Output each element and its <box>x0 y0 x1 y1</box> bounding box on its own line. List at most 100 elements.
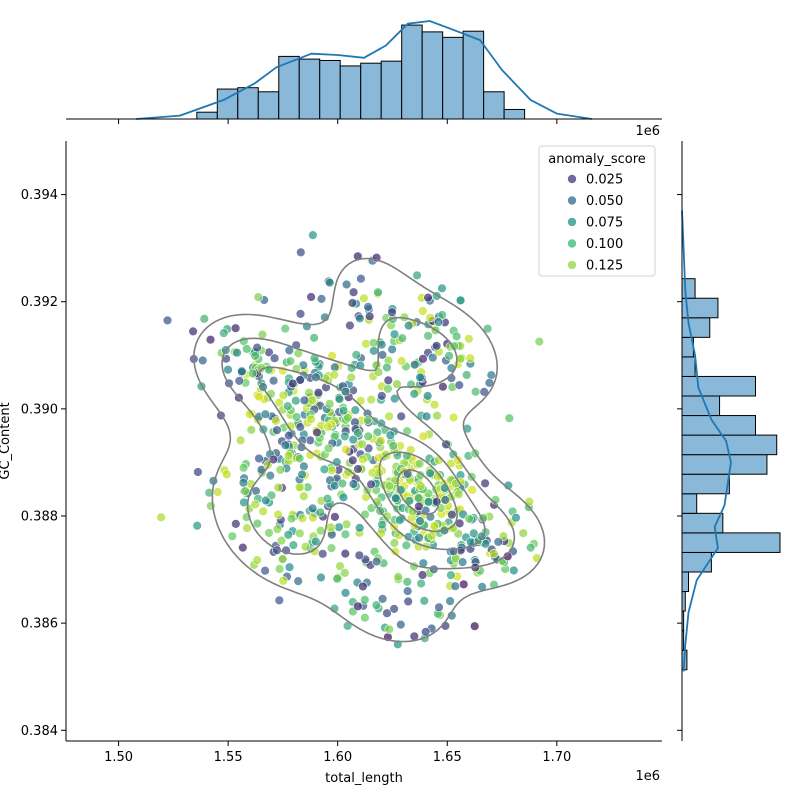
scatter-point <box>438 382 448 392</box>
scatter-point <box>372 556 382 567</box>
scatter-point <box>448 546 459 556</box>
legend-title: anomaly_score <box>548 152 646 167</box>
scatter-point <box>455 295 466 305</box>
scatter-point <box>280 440 291 450</box>
scatter-point <box>257 329 268 340</box>
x-tick-label: 1.70 <box>542 750 571 765</box>
scatter-point <box>335 561 345 571</box>
x-kde-curve <box>136 20 593 120</box>
scatter-point <box>391 493 401 503</box>
scatter-point <box>156 512 166 522</box>
scatter-point <box>343 413 353 423</box>
kde-contour-line <box>378 451 458 533</box>
scatter-point <box>437 283 447 293</box>
scatter-point <box>318 549 328 559</box>
scatter-point <box>285 356 296 366</box>
scatter-point <box>366 394 376 405</box>
kde-contours <box>193 257 546 643</box>
scatter-point <box>401 540 411 551</box>
legend-marker <box>567 217 577 227</box>
scatter-point <box>371 600 382 610</box>
scatter-point <box>404 320 414 331</box>
y-histogram-bar <box>681 493 698 514</box>
scatter-point <box>418 354 428 364</box>
scatter-point <box>323 422 333 432</box>
scatter-point <box>311 536 321 547</box>
scatter-point <box>363 431 373 441</box>
scatter-point <box>390 546 400 557</box>
scatter-point <box>261 495 271 506</box>
scatter-point <box>415 372 425 383</box>
scatter-point <box>254 392 264 402</box>
scatter-point <box>396 356 407 366</box>
top-offset-label: 1e6 <box>635 124 660 139</box>
top-marginal-ticks <box>118 119 558 124</box>
scatter-point <box>300 541 311 552</box>
scatter-point <box>346 372 356 383</box>
legend-label: 0.100 <box>586 237 623 252</box>
scatter-point <box>414 532 424 543</box>
scatter-point <box>238 542 248 553</box>
scatter-point <box>340 529 351 539</box>
scatter-point <box>363 302 373 312</box>
scatter-point <box>299 395 310 406</box>
plot-area <box>156 230 546 649</box>
scatter-point <box>433 317 444 327</box>
scatter-point <box>320 312 330 322</box>
scatter-point <box>276 535 287 546</box>
scatter-point <box>284 562 295 572</box>
y-histogram-bar <box>681 375 756 397</box>
y-axis-ticks: 0.384 0.386 0.388 0.390 0.392 0.394 <box>21 188 66 739</box>
scatter-point <box>423 391 433 401</box>
scatter-point <box>369 346 379 356</box>
scatter-point <box>232 348 242 358</box>
scatter-point <box>418 431 428 442</box>
kde-contour-line <box>193 257 546 643</box>
legend-marker <box>567 174 577 184</box>
scatter-point <box>397 333 407 343</box>
scatter-point <box>306 414 316 424</box>
scatter-point <box>429 400 440 410</box>
scatter-point <box>308 512 318 523</box>
scatter-point <box>373 287 383 297</box>
y-histogram-bar <box>681 551 712 573</box>
scatter-point <box>402 577 412 587</box>
scatter-point <box>277 554 288 564</box>
scatter-point <box>354 550 364 560</box>
scatter-point <box>340 588 351 598</box>
scatter-point <box>193 467 203 477</box>
scatter-point <box>384 411 394 422</box>
scatter-point <box>416 578 426 589</box>
scatter-point <box>440 495 450 505</box>
scatter-point <box>242 523 252 533</box>
scatter-point <box>296 247 306 258</box>
x-tick-label: 1.50 <box>104 750 133 765</box>
scatter-point <box>423 292 433 303</box>
x-histogram-bar <box>319 59 341 120</box>
scatter-point <box>486 370 496 380</box>
scatter-point <box>377 350 388 360</box>
scatter-point <box>419 596 429 606</box>
top-marginal-histogram <box>136 20 593 120</box>
scatter-point <box>423 331 433 341</box>
scatter-point <box>227 531 238 541</box>
y-histogram-bar <box>681 278 696 299</box>
scatter-point <box>353 428 363 438</box>
scatter-point <box>238 478 249 488</box>
y-axis-title: GC_Content <box>0 402 13 479</box>
scatter-point <box>272 524 283 534</box>
scatter-point <box>345 320 355 331</box>
y-tick-label: 0.394 <box>21 188 58 203</box>
scatter-point <box>204 488 214 498</box>
scatter-point <box>337 478 348 489</box>
scatter-point <box>493 537 503 547</box>
scatter-point <box>511 512 521 523</box>
scatter-point <box>348 434 358 445</box>
scatter-point <box>307 395 317 405</box>
scatter-point <box>264 528 274 538</box>
scatter-point <box>260 409 271 419</box>
scatter-point <box>235 435 246 445</box>
scatter-point <box>480 478 490 488</box>
scatter-point <box>299 491 309 501</box>
y-tick-label: 0.388 <box>21 510 58 525</box>
